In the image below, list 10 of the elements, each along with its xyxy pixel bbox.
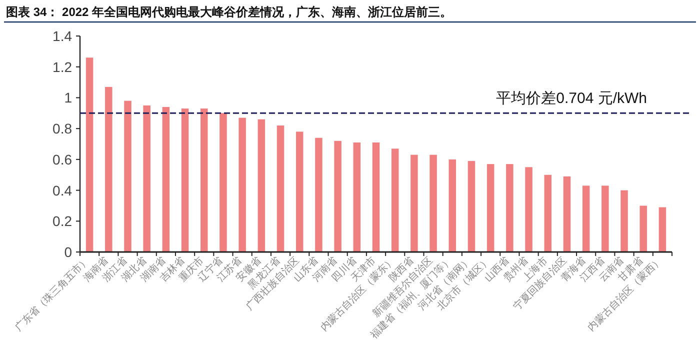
y-tick-label: 1 bbox=[64, 90, 72, 106]
y-tick-label: 1.4 bbox=[52, 28, 72, 44]
y-tick-label: 0.4 bbox=[52, 182, 72, 198]
y-tick-label: 0.2 bbox=[52, 213, 72, 230]
y-tick-label: 0.8 bbox=[52, 120, 72, 137]
ref-line-label: 平均价差0.704 元/kWh bbox=[496, 90, 647, 108]
y-tick-label: 1.2 bbox=[52, 58, 72, 75]
y-tick-label: 0 bbox=[64, 244, 72, 260]
y-tick-label: 0.6 bbox=[52, 151, 72, 168]
chart-title: 图表 34： 2022 年全国电网代购电最大峰谷价差情况，广东、海南、浙江位居前三。 bbox=[6, 5, 452, 19]
